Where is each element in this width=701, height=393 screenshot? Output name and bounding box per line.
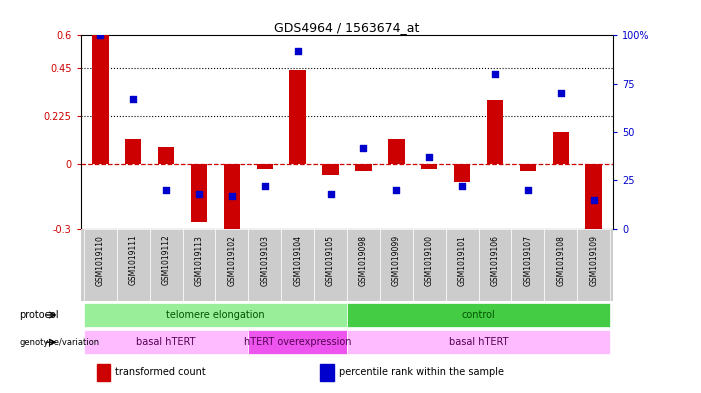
Text: genotype/variation: genotype/variation <box>20 338 100 347</box>
Text: GSM1019100: GSM1019100 <box>425 235 434 286</box>
Bar <box>413 229 446 301</box>
Text: GSM1019102: GSM1019102 <box>227 235 236 286</box>
Bar <box>380 229 413 301</box>
Bar <box>248 229 281 301</box>
Bar <box>347 330 610 354</box>
Text: hTERT overexpression: hTERT overexpression <box>244 337 351 347</box>
Bar <box>182 229 215 301</box>
Title: GDS4964 / 1563674_at: GDS4964 / 1563674_at <box>274 21 420 34</box>
Point <box>259 183 271 189</box>
Point <box>423 154 435 160</box>
Bar <box>215 229 248 301</box>
Bar <box>125 139 142 164</box>
Bar <box>84 330 248 354</box>
Point <box>390 187 402 193</box>
Text: GSM1019105: GSM1019105 <box>326 235 335 286</box>
Text: GSM1019112: GSM1019112 <box>162 235 170 285</box>
Bar <box>224 164 240 231</box>
Point <box>489 71 501 77</box>
Point <box>588 196 599 203</box>
Text: GSM1019108: GSM1019108 <box>557 235 565 286</box>
Bar <box>519 164 536 171</box>
Bar <box>150 229 182 301</box>
Text: GSM1019110: GSM1019110 <box>96 235 105 286</box>
Point <box>456 183 468 189</box>
Bar <box>248 330 347 354</box>
Text: GSM1019106: GSM1019106 <box>491 235 500 286</box>
Point <box>95 32 106 39</box>
Text: control: control <box>462 310 496 320</box>
Bar <box>117 229 150 301</box>
Point <box>292 48 304 54</box>
Text: telomere elongation: telomere elongation <box>166 310 265 320</box>
Bar <box>84 303 347 327</box>
Point <box>193 191 205 197</box>
Bar <box>322 164 339 175</box>
Bar <box>552 132 569 164</box>
Text: GSM1019101: GSM1019101 <box>458 235 467 286</box>
Bar <box>347 229 380 301</box>
Bar <box>281 229 314 301</box>
Bar <box>585 164 602 231</box>
Text: percentile rank within the sample: percentile rank within the sample <box>339 367 504 377</box>
Text: GSM1019113: GSM1019113 <box>194 235 203 286</box>
Text: basal hTERT: basal hTERT <box>449 337 508 347</box>
Text: GSM1019099: GSM1019099 <box>392 235 401 286</box>
Point <box>522 187 533 193</box>
Bar <box>320 364 334 381</box>
Bar <box>191 164 207 222</box>
Point <box>128 96 139 102</box>
Point <box>226 193 238 199</box>
Bar <box>314 229 347 301</box>
Bar <box>388 139 404 164</box>
Bar <box>512 229 544 301</box>
Text: protocol: protocol <box>20 310 59 320</box>
Bar <box>486 100 503 164</box>
Bar <box>454 164 470 182</box>
Point <box>555 90 566 97</box>
Text: transformed count: transformed count <box>115 367 206 377</box>
Bar <box>355 164 372 171</box>
Text: basal hTERT: basal hTERT <box>137 337 196 347</box>
Bar <box>347 303 610 327</box>
Bar <box>479 229 512 301</box>
Text: GSM1019107: GSM1019107 <box>524 235 532 286</box>
Text: GSM1019104: GSM1019104 <box>293 235 302 286</box>
Text: GSM1019103: GSM1019103 <box>260 235 269 286</box>
Bar <box>544 229 577 301</box>
Bar <box>446 229 479 301</box>
Point <box>358 145 369 151</box>
Bar <box>158 147 175 164</box>
Bar <box>290 70 306 164</box>
Text: GSM1019109: GSM1019109 <box>589 235 598 286</box>
Text: GSM1019111: GSM1019111 <box>129 235 137 285</box>
Bar <box>257 164 273 169</box>
Text: GSM1019098: GSM1019098 <box>359 235 368 286</box>
Point <box>161 187 172 193</box>
Bar <box>92 35 109 164</box>
Bar <box>84 229 117 301</box>
Bar <box>421 164 437 169</box>
Bar <box>97 364 110 381</box>
Bar <box>577 229 610 301</box>
Point <box>325 191 336 197</box>
